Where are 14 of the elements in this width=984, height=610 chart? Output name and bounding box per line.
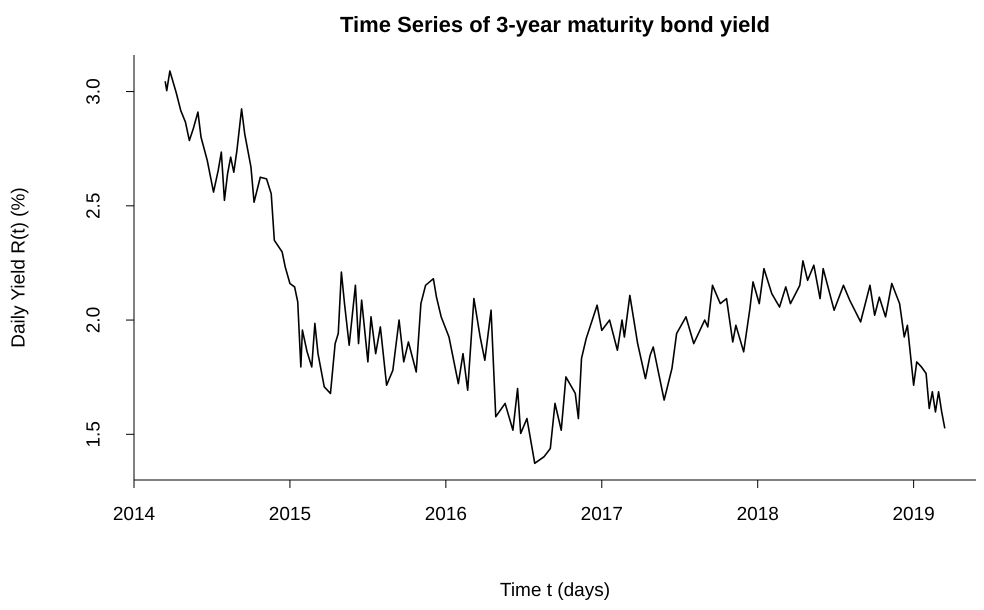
- y-axis-title: Daily Yield R(t) (%): [8, 187, 30, 348]
- x-tick-label: 2019: [892, 504, 935, 525]
- line-series: [164, 70, 946, 464]
- x-tick-label: 2015: [268, 504, 312, 525]
- y-tick-label: 1.5: [84, 421, 104, 448]
- x-tick-label: 2018: [736, 504, 779, 525]
- y-tick-label: 3.0: [84, 78, 104, 105]
- x-tick-label: 2017: [580, 504, 623, 525]
- y-tick-label: 2.0: [84, 306, 104, 334]
- chart-title: Time Series of 3-year maturity bond yield: [339, 12, 771, 38]
- x-tick-label: 2014: [112, 504, 156, 525]
- x-tick-label: 2016: [424, 504, 467, 525]
- y-tick-label: 2.5: [84, 192, 104, 220]
- x-axis-title: Time t (days): [500, 580, 610, 601]
